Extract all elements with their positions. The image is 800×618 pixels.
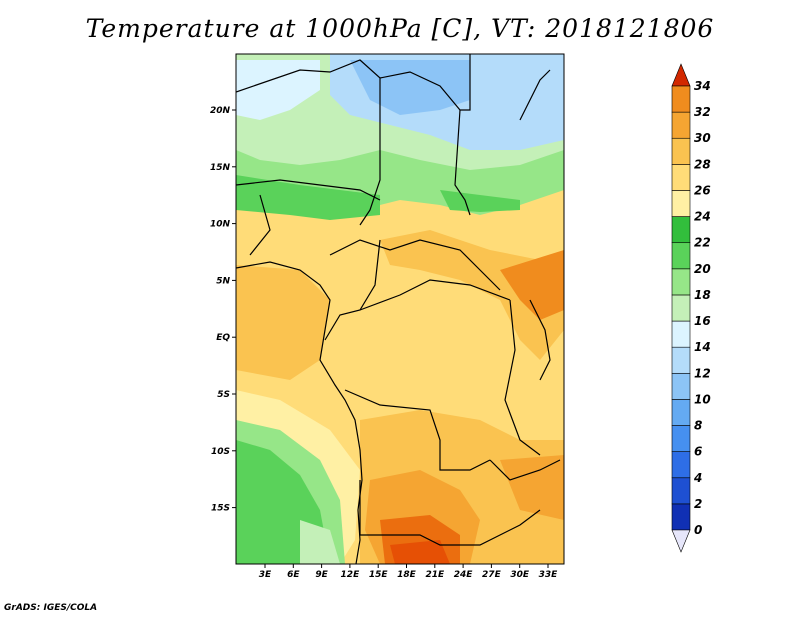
field-sahel-green-east [440, 190, 520, 212]
field-nw-pale [236, 60, 320, 120]
lon-tick-label: 3E [259, 570, 272, 580]
lat-tick-label: 15N [210, 163, 231, 173]
colorbar-swatch [671, 294, 691, 322]
colorbar-swatch [671, 137, 691, 165]
colorbar-swatch [671, 85, 691, 113]
lat-tick-label: 5S [217, 390, 230, 400]
border-chad-sudan [454, 109, 471, 216]
lat-tick-label: 5N [216, 276, 230, 286]
field-east-hot [500, 250, 564, 320]
map-frame [235, 53, 565, 565]
colorbar-label: 0 [694, 523, 702, 537]
border-drc-east [504, 299, 541, 456]
border-west-1 [249, 194, 271, 256]
lat-tick-label: EQ [216, 333, 230, 343]
lon-tick-label: 30E [510, 570, 530, 580]
colorbar-label: 16 [694, 314, 711, 328]
lat-tick-label: 15S [211, 504, 230, 514]
lat-tick-label: 20N [210, 106, 231, 116]
colorbar-label: 8 [694, 419, 702, 433]
lat-tick-label: 10N [210, 220, 231, 230]
colorbar-label: 26 [694, 183, 711, 197]
colorbar-swatch [671, 320, 691, 348]
map-title: Temperature at 1000hPa [C], VT: 20181218… [85, 14, 715, 43]
colorbar-swatch [671, 451, 691, 479]
colorbar-label: 34 [694, 79, 711, 93]
colorbar-swatch [671, 216, 691, 244]
lon-tick-label: 6E [287, 570, 300, 580]
temperature-field [236, 54, 564, 564]
colorbar-label: 2 [694, 497, 702, 511]
field-central-orange [380, 230, 564, 360]
border-car [329, 239, 501, 291]
field-se-orange [500, 455, 564, 520]
colorbar-swatch [671, 346, 691, 374]
border-chad-niger [359, 78, 381, 226]
colorbar-label: 14 [694, 340, 711, 354]
border-north-1 [236, 54, 471, 111]
colorbar-label: 24 [694, 210, 711, 224]
colorbar-swatch [671, 111, 691, 139]
lon-tick-label: 9E [315, 570, 328, 580]
colorbar-bottom-arrow [671, 529, 691, 553]
colorbar-label: 20 [694, 262, 711, 276]
lon-tick-label: 24E [454, 570, 474, 580]
lon-tick-label: 33E [539, 570, 559, 580]
longitude-ticks: 3E 6E 9E 12E 15E 18E 21E 24E 27E 30E 33E [259, 564, 558, 580]
colorbar-label: 12 [694, 366, 711, 380]
grads-credit: GrADS: IGES/COLA [4, 603, 98, 613]
border-sahel [236, 179, 381, 201]
colorbar-label: 10 [694, 392, 711, 406]
latitude-ticks: 20N 15N 10N 5N EQ 5S 10S 15S [210, 106, 236, 514]
colorbar-label: 18 [694, 288, 711, 302]
lon-tick-label: 15E [369, 570, 389, 580]
colorbar-swatch [671, 242, 691, 270]
colorbar-swatch [671, 164, 691, 191]
lon-tick-label: 18E [397, 570, 417, 580]
field-sahel-green [236, 175, 380, 220]
colorbar-top-arrow [671, 63, 691, 87]
field-gulf-orange [236, 265, 330, 380]
lat-tick-label: 10S [211, 447, 230, 457]
border-zambia [489, 459, 561, 481]
colorbar-swatch [671, 399, 691, 426]
border-angola [344, 389, 491, 471]
border-redsea [519, 69, 551, 121]
colorbar-label: 6 [694, 445, 702, 459]
colorbar-label: 30 [694, 131, 711, 145]
field-south-hottest [390, 540, 450, 564]
lon-tick-label: 12E [341, 570, 361, 580]
colorbar-swatch [671, 190, 691, 217]
border-lake [529, 299, 551, 381]
colorbar-swatch [671, 372, 691, 400]
colorbar-label: 4 [693, 471, 702, 485]
coastline [236, 261, 363, 564]
lon-tick-label: 21E [425, 570, 445, 580]
field-sw-lightgreen [300, 520, 340, 564]
colorbar-swatch [671, 477, 691, 505]
colorbar-swatch [671, 268, 691, 296]
border-drc-north [359, 279, 511, 311]
colorbar-swatch [671, 425, 691, 452]
colorbar-swatch [671, 503, 691, 531]
colorbar-label: 28 [694, 157, 711, 171]
colorbar-label: 32 [694, 105, 711, 119]
colorbar-label: 22 [694, 236, 711, 250]
lon-tick-label: 27E [482, 570, 502, 580]
